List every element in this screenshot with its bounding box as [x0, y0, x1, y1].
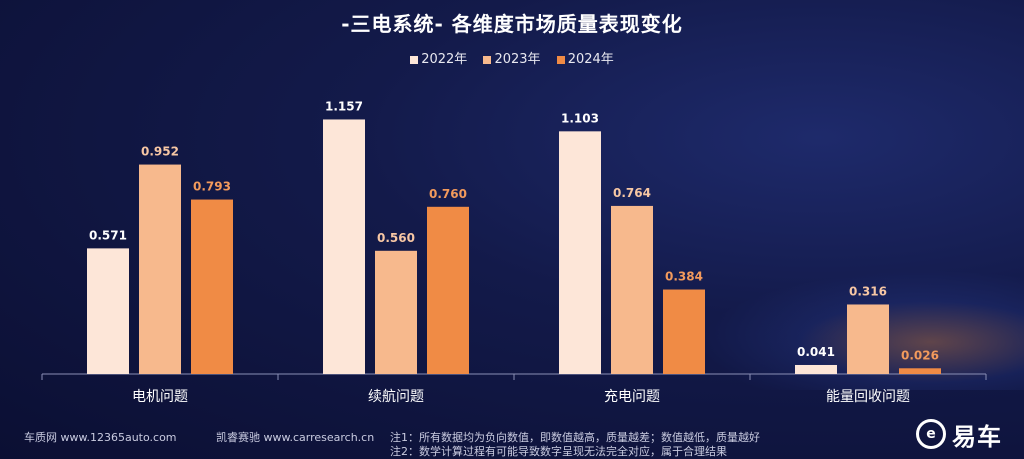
legend-swatch-2022: [410, 55, 419, 64]
yiche-logo-icon: e: [916, 419, 946, 449]
bar-2022年-充电问题: [559, 131, 601, 374]
footnote-1: 注1：所有数据均为负向数值，即数值越高，质量越差；数值越低，质量越好: [390, 431, 760, 444]
bar-2024年-续航问题: [427, 206, 469, 374]
x-tick-label: 电机问题: [132, 389, 188, 405]
data-label: 0.760: [429, 187, 467, 201]
data-label: 0.793: [193, 180, 231, 194]
bar-2022年-续航问题: [323, 119, 365, 375]
legend-label-2022: 2022年: [421, 52, 468, 67]
bar-2024年-充电问题: [663, 289, 705, 374]
bar-2024年-能量回收问题: [899, 368, 941, 374]
legend-item-2024: 2024年: [556, 48, 614, 67]
data-label: 0.041: [797, 345, 835, 359]
bar-2023年-能量回收问题: [847, 304, 889, 374]
data-label: 1.157: [325, 99, 363, 113]
chart-legend: 2022年 2023年 2024年: [0, 48, 1024, 67]
data-label: 0.316: [849, 284, 887, 298]
legend-swatch-2024: [556, 55, 565, 64]
legend-swatch-2023: [483, 55, 492, 64]
data-label: 0.384: [665, 270, 703, 284]
legend-item-2022: 2022年: [410, 48, 467, 67]
footnote-2: 注2：数学计算过程有可能导致数字呈现无法完全对应，属于合理结果: [390, 445, 727, 458]
bar-2024年-电机问题: [191, 199, 233, 374]
data-label: 0.026: [901, 348, 939, 362]
yiche-logo-text: 易车: [952, 422, 1002, 451]
data-label: 0.560: [377, 231, 415, 245]
x-tick-label: 充电问题: [604, 389, 660, 405]
data-label: 0.764: [613, 186, 651, 200]
x-tick-label: 续航问题: [368, 388, 424, 405]
bar-2023年-充电问题: [611, 205, 653, 374]
x-tick-label: 能量回收问题: [826, 389, 910, 405]
bar-2022年-能量回收问题: [795, 364, 837, 374]
source-credit-12365: 车质网 www.12365auto.com: [24, 431, 177, 444]
data-label: 0.952: [141, 145, 179, 159]
legend-label-2024: 2024年: [567, 52, 614, 67]
legend-label-2023: 2023年: [494, 52, 541, 67]
bar-2022年-电机问题: [87, 248, 129, 374]
data-label: 0.571: [89, 228, 127, 242]
chart-title: -三电系统- 各维度市场质量表现变化: [341, 12, 683, 36]
source-credit-carresearch: 凯睿赛驰 www.carresearch.cn: [216, 431, 375, 444]
legend-item-2023: 2023年: [483, 48, 541, 67]
data-label: 1.103: [561, 111, 599, 125]
yiche-logo: e 易车: [916, 414, 1020, 454]
bar-2023年-续航问题: [375, 250, 417, 374]
bar-2023年-电机问题: [139, 164, 181, 374]
